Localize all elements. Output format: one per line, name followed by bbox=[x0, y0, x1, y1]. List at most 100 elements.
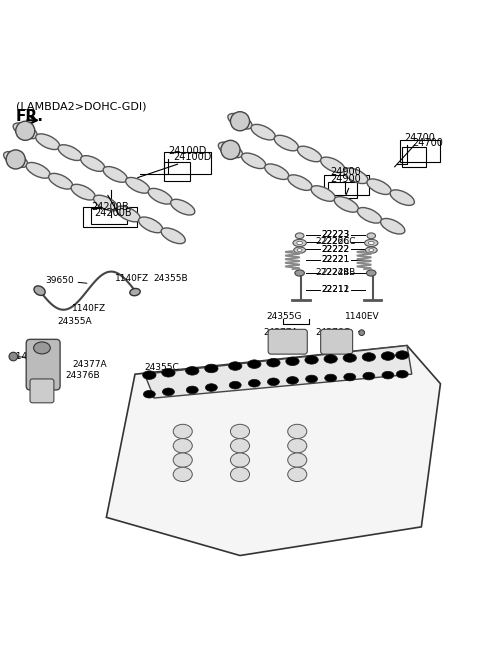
Bar bbox=[164, 162, 190, 181]
Text: 24900: 24900 bbox=[331, 173, 361, 183]
Ellipse shape bbox=[143, 371, 156, 380]
Ellipse shape bbox=[230, 112, 250, 131]
Ellipse shape bbox=[34, 286, 45, 296]
Text: (LAMBDA2>DOHC-GDI): (LAMBDA2>DOHC-GDI) bbox=[16, 102, 146, 112]
Text: 24376C: 24376C bbox=[315, 328, 350, 337]
Text: 24200B: 24200B bbox=[95, 208, 132, 218]
Ellipse shape bbox=[368, 241, 374, 245]
Ellipse shape bbox=[311, 185, 336, 202]
Ellipse shape bbox=[36, 134, 60, 150]
Ellipse shape bbox=[6, 150, 25, 169]
Text: 1140EV: 1140EV bbox=[345, 312, 380, 321]
Ellipse shape bbox=[367, 179, 391, 194]
Ellipse shape bbox=[344, 168, 368, 183]
Text: 24700: 24700 bbox=[405, 133, 435, 142]
Polygon shape bbox=[144, 345, 412, 398]
Text: 22223: 22223 bbox=[321, 230, 349, 239]
Ellipse shape bbox=[364, 239, 378, 247]
Ellipse shape bbox=[366, 270, 376, 276]
Ellipse shape bbox=[321, 157, 345, 173]
Ellipse shape bbox=[396, 351, 409, 360]
Text: 24355C: 24355C bbox=[144, 362, 180, 372]
Ellipse shape bbox=[288, 453, 307, 467]
Ellipse shape bbox=[171, 200, 195, 215]
Ellipse shape bbox=[144, 390, 156, 398]
Ellipse shape bbox=[228, 362, 242, 370]
Ellipse shape bbox=[204, 364, 218, 373]
Ellipse shape bbox=[297, 249, 302, 251]
Ellipse shape bbox=[4, 152, 28, 167]
Text: 24355G: 24355G bbox=[266, 312, 302, 321]
Ellipse shape bbox=[381, 218, 405, 234]
Bar bbox=[402, 147, 426, 167]
Text: 22224B: 22224B bbox=[321, 268, 355, 277]
Ellipse shape bbox=[230, 424, 250, 439]
Ellipse shape bbox=[71, 184, 96, 200]
FancyBboxPatch shape bbox=[164, 153, 211, 174]
Ellipse shape bbox=[230, 467, 250, 482]
Text: 24377A: 24377A bbox=[263, 328, 298, 337]
Ellipse shape bbox=[13, 123, 37, 138]
Ellipse shape bbox=[186, 366, 199, 375]
Ellipse shape bbox=[173, 453, 192, 467]
Bar bbox=[328, 182, 357, 198]
Ellipse shape bbox=[218, 142, 242, 158]
Ellipse shape bbox=[173, 439, 192, 453]
Text: 22226C: 22226C bbox=[321, 237, 356, 247]
Ellipse shape bbox=[248, 380, 260, 387]
Ellipse shape bbox=[34, 342, 50, 354]
Ellipse shape bbox=[81, 156, 105, 171]
Ellipse shape bbox=[324, 374, 336, 382]
Ellipse shape bbox=[306, 375, 318, 383]
Polygon shape bbox=[107, 345, 441, 556]
Ellipse shape bbox=[9, 352, 18, 361]
Ellipse shape bbox=[365, 247, 377, 253]
Ellipse shape bbox=[94, 195, 118, 211]
Ellipse shape bbox=[48, 173, 73, 189]
Text: 24200B: 24200B bbox=[91, 202, 129, 212]
FancyBboxPatch shape bbox=[324, 175, 369, 196]
Ellipse shape bbox=[130, 288, 140, 296]
Ellipse shape bbox=[221, 140, 240, 159]
Ellipse shape bbox=[363, 372, 375, 380]
Ellipse shape bbox=[294, 247, 306, 253]
Text: 22211: 22211 bbox=[322, 285, 350, 294]
Text: 22222: 22222 bbox=[322, 245, 350, 253]
Ellipse shape bbox=[305, 355, 318, 364]
Ellipse shape bbox=[230, 439, 250, 453]
Ellipse shape bbox=[358, 208, 382, 223]
Ellipse shape bbox=[274, 135, 299, 151]
Ellipse shape bbox=[288, 439, 307, 453]
Ellipse shape bbox=[343, 353, 357, 362]
Ellipse shape bbox=[16, 121, 35, 140]
Text: 1140EV: 1140EV bbox=[11, 351, 46, 361]
Ellipse shape bbox=[295, 270, 304, 276]
Ellipse shape bbox=[295, 233, 304, 239]
Ellipse shape bbox=[162, 388, 174, 396]
Text: 1140FZ: 1140FZ bbox=[72, 304, 106, 313]
Bar bbox=[91, 208, 127, 224]
Ellipse shape bbox=[334, 197, 359, 212]
FancyBboxPatch shape bbox=[400, 140, 441, 162]
Ellipse shape bbox=[327, 332, 339, 343]
Ellipse shape bbox=[230, 453, 250, 467]
Ellipse shape bbox=[267, 358, 280, 367]
Ellipse shape bbox=[103, 167, 127, 182]
Text: 22222: 22222 bbox=[321, 245, 349, 253]
Ellipse shape bbox=[205, 384, 217, 391]
Ellipse shape bbox=[288, 424, 307, 439]
FancyBboxPatch shape bbox=[30, 379, 54, 403]
Text: 24376B: 24376B bbox=[65, 371, 99, 380]
Text: 24100D: 24100D bbox=[168, 146, 207, 156]
Ellipse shape bbox=[344, 373, 356, 381]
Ellipse shape bbox=[267, 378, 279, 386]
FancyBboxPatch shape bbox=[321, 329, 353, 354]
Text: 22221: 22221 bbox=[322, 255, 350, 264]
Text: 22226C: 22226C bbox=[315, 237, 350, 247]
Ellipse shape bbox=[161, 228, 185, 244]
Ellipse shape bbox=[382, 372, 394, 379]
Ellipse shape bbox=[293, 239, 306, 247]
Ellipse shape bbox=[229, 381, 241, 389]
Text: 24355B: 24355B bbox=[153, 274, 188, 283]
Ellipse shape bbox=[369, 249, 373, 251]
